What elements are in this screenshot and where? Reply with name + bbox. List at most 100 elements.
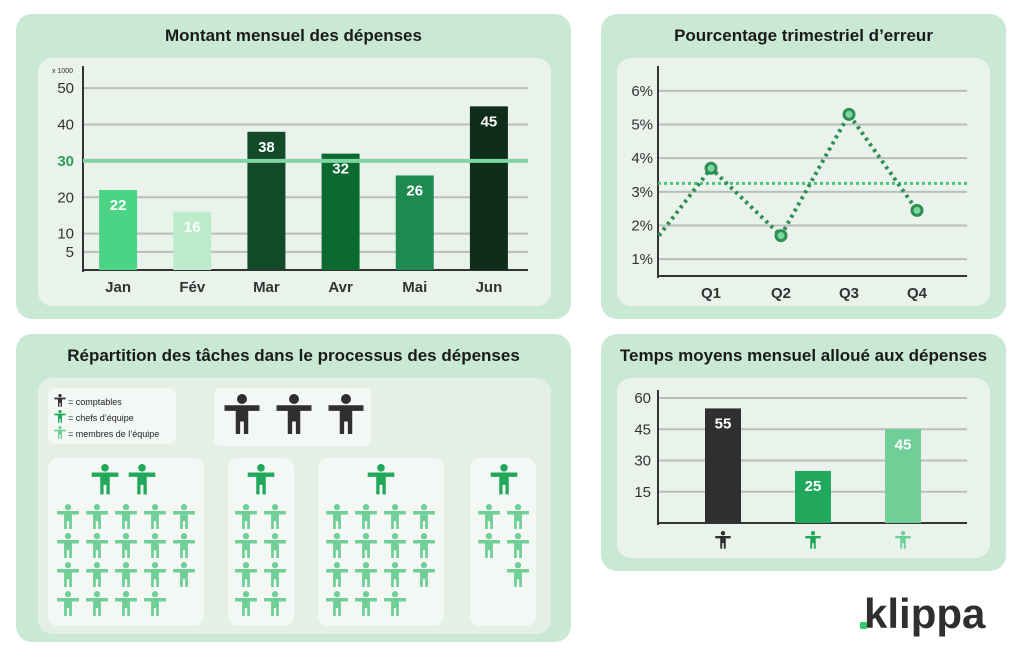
person-icon <box>326 533 348 558</box>
x-tick-label: Q4 <box>907 285 928 302</box>
person-icon <box>507 533 529 558</box>
bar-value-label: 38 <box>258 139 275 156</box>
x-tick-label: Mai <box>402 279 427 296</box>
bar <box>795 470 831 523</box>
person-icon <box>144 533 166 558</box>
time-allocation-chart-area: 15 30 45 60 55 comptables 25 chefs d’équipe 45 me… <box>617 378 990 558</box>
data-point <box>910 203 924 217</box>
monthly-expenses-chart-area: x 1000 5 10 20 30 40 50 22 Jan 16 Fév 38 Mar 32 Avr 26 M… <box>38 58 551 306</box>
person-icon <box>507 504 529 529</box>
legend-box <box>48 388 176 444</box>
task-distribution-title: Répartition des tâches dans le processus… <box>67 346 520 365</box>
person-icon <box>413 533 435 558</box>
bar <box>395 175 434 270</box>
person-icon <box>54 394 66 407</box>
bar-value-label: 26 <box>406 182 423 199</box>
logo-dot <box>860 622 867 629</box>
time-allocation-panel: Temps moyens mensuel alloué aux dépenses… <box>601 334 1006 571</box>
person-icon <box>224 394 260 434</box>
y-tick-label: 5% <box>631 117 653 134</box>
task-distribution-area: = comptables = chefs d’équipe = membres de… <box>38 378 551 634</box>
x-category-icon: chefs d’équipe <box>805 531 821 549</box>
person-icon <box>235 562 257 587</box>
x-tick-label: Jun <box>476 279 503 296</box>
y-tick-label: 40 <box>57 117 74 134</box>
y-tick-label: 2% <box>631 218 653 235</box>
bar-value-label: 22 <box>110 197 127 214</box>
person-icon <box>173 562 195 587</box>
person-icon <box>413 504 435 529</box>
person-icon <box>326 591 348 616</box>
person-icon <box>326 504 348 529</box>
person-icon <box>264 504 286 529</box>
y-tick-label: 30 <box>634 453 651 470</box>
person-icon <box>367 464 395 495</box>
person-icon <box>173 504 195 529</box>
person-icon <box>384 533 406 558</box>
person-icon <box>478 533 500 558</box>
person-icon <box>144 504 166 529</box>
y-tick-label: 5 <box>66 244 74 261</box>
y-tick-label: 60 <box>634 390 651 407</box>
person-icon <box>478 504 500 529</box>
person-icon <box>235 533 257 558</box>
person-icon <box>384 591 406 616</box>
quarterly-error-chart-area: 1% 2% 3% 4% 5% 6% Q1 Q2 Q3 Q4 <box>617 58 990 306</box>
monthly-expenses-title: Montant mensuel des dépenses <box>165 26 422 45</box>
time-allocation-chart: 15 30 45 60 55 comptables 25 chefs d’équipe 45 me… <box>634 390 967 549</box>
legend-chefs: = chefs d’équipe <box>68 413 134 423</box>
legend-comptables: = comptables <box>68 397 122 407</box>
data-point <box>774 229 788 243</box>
person-icon <box>144 591 166 616</box>
person-icon <box>355 504 377 529</box>
person-icon <box>86 504 108 529</box>
person-icon <box>247 464 275 495</box>
person-icon <box>264 533 286 558</box>
person-icon <box>276 394 312 434</box>
data-point <box>842 107 856 121</box>
y-tick-label: 20 <box>57 189 74 206</box>
team-group-box <box>318 458 444 626</box>
series-line <box>657 110 919 239</box>
person-icon <box>86 562 108 587</box>
x-tick-label: Avr <box>328 279 353 296</box>
x-tick-label: Q1 <box>701 285 721 302</box>
x-tick-label: Fév <box>179 279 206 296</box>
bar <box>99 190 138 270</box>
y-tick-label: 30 <box>57 153 74 170</box>
x-category-icon: comptables <box>715 531 731 549</box>
x-tick-label: Q2 <box>771 285 791 302</box>
person-icon <box>355 562 377 587</box>
person-icon <box>91 464 119 495</box>
bar <box>321 153 360 270</box>
person-icon <box>86 533 108 558</box>
bar <box>705 408 741 523</box>
person-icon <box>384 504 406 529</box>
bar <box>469 106 508 270</box>
person-icon <box>507 562 529 587</box>
person-icon <box>173 533 195 558</box>
person-icon <box>115 504 137 529</box>
x-tick-label: Q3 <box>839 285 859 302</box>
bar <box>885 429 921 523</box>
time-allocation-title: Temps moyens mensuel alloué aux dépenses <box>619 346 988 365</box>
person-icon <box>57 533 79 558</box>
person-icon <box>115 562 137 587</box>
person-icon <box>128 464 156 495</box>
logo-text: klippa <box>864 590 986 637</box>
bar-value-label: 25 <box>805 478 822 495</box>
monthly-expenses-panel: Montant mensuel des dépenses x 1000 5 10 20… <box>16 14 571 319</box>
quarterly-error-title: Pourcentage trimestriel d’erreur <box>674 26 933 45</box>
y-tick-label: 6% <box>631 83 653 100</box>
y-tick-label: 1% <box>631 251 653 268</box>
bar <box>247 131 286 270</box>
bar-value-label: 45 <box>481 113 498 130</box>
person-icon <box>326 562 348 587</box>
bar <box>173 211 212 270</box>
data-point <box>704 161 718 175</box>
y-tick-label: 15 <box>634 484 651 501</box>
person-icon <box>54 410 66 423</box>
quarterly-error-chart: 1% 2% 3% 4% 5% 6% Q1 Q2 Q3 Q4 <box>631 66 967 302</box>
klippa-logo: klippa <box>860 590 986 637</box>
person-icon <box>86 591 108 616</box>
